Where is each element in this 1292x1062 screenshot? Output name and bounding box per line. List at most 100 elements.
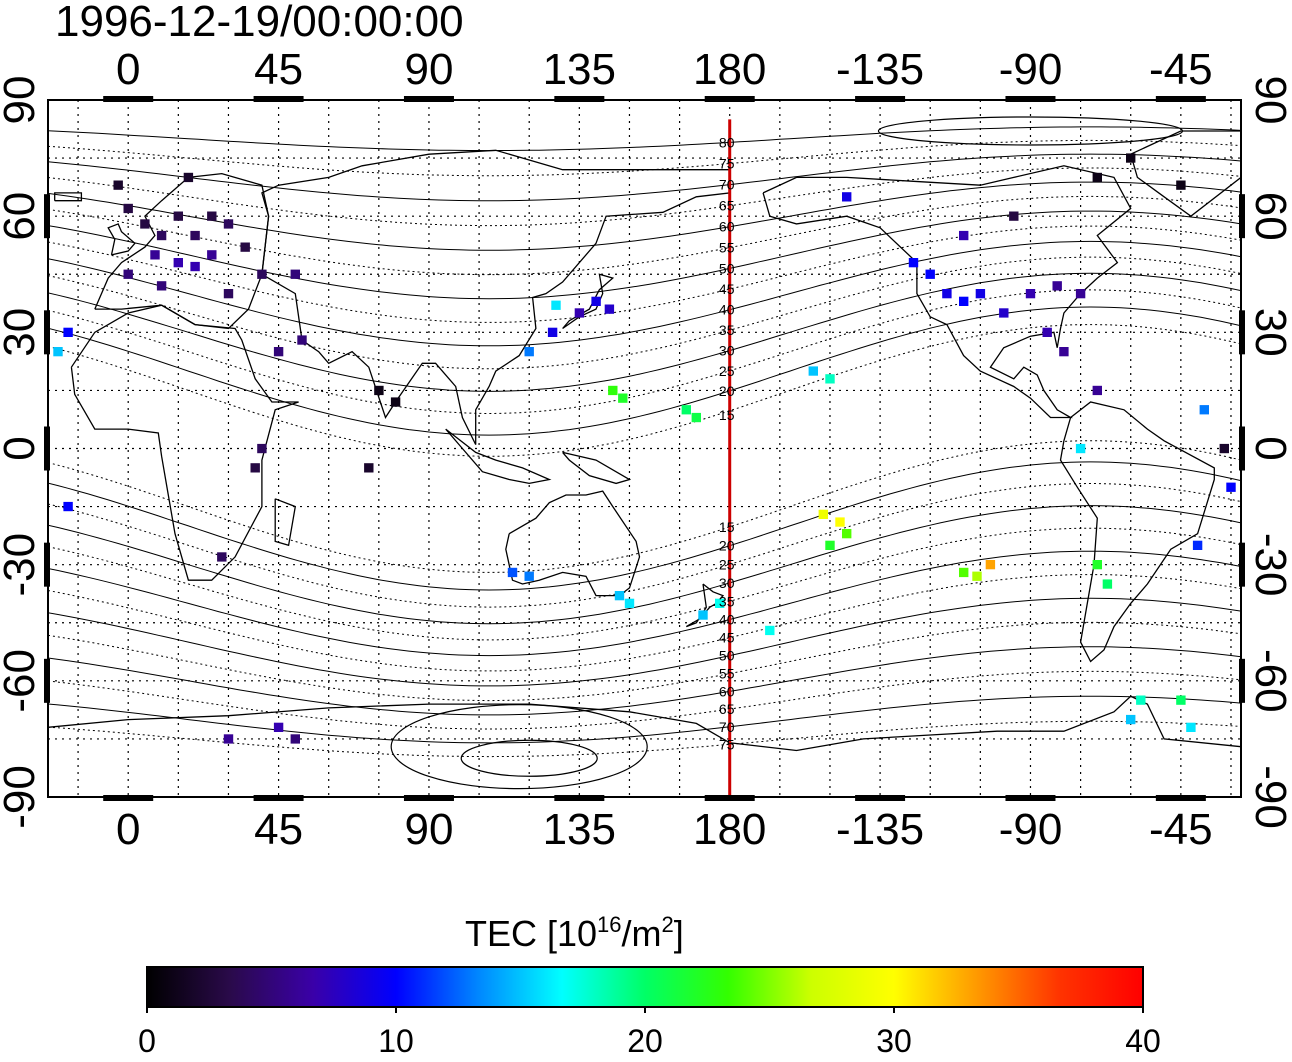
mlat-label: 45 xyxy=(719,281,735,297)
south-pole-contour xyxy=(460,739,598,777)
mlat-contour xyxy=(48,324,1241,457)
tec-cell xyxy=(273,722,284,732)
tec-cell xyxy=(618,393,628,403)
mlat-label: 55 xyxy=(719,666,735,682)
coastline xyxy=(54,192,83,202)
tec-cell xyxy=(715,598,725,608)
frame-tick xyxy=(1005,795,1056,801)
colorbar-tick-label: 10 xyxy=(378,1023,414,1057)
right-lat-label: 60 xyxy=(1246,192,1292,241)
tec-cell xyxy=(1059,347,1069,357)
left-lat-label: 60 xyxy=(0,192,44,241)
frame-tick xyxy=(1239,310,1245,355)
magnetic-latitude-contours xyxy=(48,116,1241,790)
tec-cell xyxy=(1226,482,1236,492)
colorbar xyxy=(146,966,1144,1008)
tec-cell xyxy=(173,211,183,221)
coastline xyxy=(1130,130,1241,218)
frame-tick xyxy=(403,96,454,102)
tec-cell xyxy=(574,308,585,318)
mlat-contour xyxy=(48,695,1241,744)
coastlines xyxy=(48,130,1241,752)
tec-cell xyxy=(53,347,63,357)
mlat-contour xyxy=(48,527,1241,641)
mlat-contour xyxy=(48,153,1241,202)
tec-cell xyxy=(364,463,374,473)
tec-cell xyxy=(808,366,818,376)
mlat-label: 50 xyxy=(719,648,735,664)
frame-tick xyxy=(855,795,906,801)
tec-cell xyxy=(835,517,845,527)
tec-cell xyxy=(551,300,561,310)
mlat-label: 60 xyxy=(719,219,735,235)
tec-cell xyxy=(825,374,835,384)
mlat-contour xyxy=(48,646,1241,716)
tec-cell xyxy=(1199,405,1209,415)
map-title: 1996-12-19/00:00:00 xyxy=(55,0,464,46)
tec-cell xyxy=(1075,289,1086,299)
frame-tick xyxy=(1155,96,1206,102)
frame-tick-marks xyxy=(44,96,1245,801)
mlat-label: 35 xyxy=(719,593,735,609)
coastline xyxy=(562,451,632,485)
mlat-contour xyxy=(48,210,1241,300)
mlat-contour xyxy=(48,240,1241,347)
frame-tick xyxy=(253,795,304,801)
mlat-label: 15 xyxy=(719,407,735,423)
tec-cell xyxy=(1192,540,1203,550)
mlat-contour xyxy=(48,621,1241,702)
mlat-contour xyxy=(48,126,1241,152)
tec-cell xyxy=(1102,579,1113,589)
colorbar-tick-labels: 0 10 20 30 40 xyxy=(138,1007,1161,1059)
tec-cell xyxy=(190,230,200,241)
coastline xyxy=(107,223,136,256)
mlat-contour xyxy=(48,720,1241,758)
frame-tick xyxy=(103,96,154,102)
mlat-contour xyxy=(48,482,1241,608)
left-lat-label: -60 xyxy=(0,649,44,713)
mlat-label: 25 xyxy=(719,363,735,379)
mlat-contour xyxy=(48,597,1241,687)
top-longitude-labels: 0 45 90 135 180 -135 -90 -45 xyxy=(116,45,1213,94)
tec-cell xyxy=(591,296,601,306)
mlat-contour xyxy=(48,256,1241,370)
mlat-label: 70 xyxy=(719,177,735,193)
right-latitude-labels: 90 60 30 0 -30 -60 -90 xyxy=(1246,76,1292,829)
right-lat-label: 0 xyxy=(1246,436,1292,460)
tec-cell xyxy=(925,269,935,279)
top-lon-label: 180 xyxy=(693,45,766,94)
colorbar-title: TEC [1016/m2] xyxy=(465,912,684,954)
coastline xyxy=(505,490,641,597)
colorbar-tick-label: 30 xyxy=(876,1023,912,1057)
tec-cell xyxy=(140,219,150,229)
tec-cell xyxy=(999,308,1009,318)
mlat-label: 50 xyxy=(719,260,735,276)
frame-tick xyxy=(103,795,154,801)
tec-cell xyxy=(1092,560,1102,570)
tec-cell xyxy=(290,269,300,279)
tec-cell xyxy=(150,250,160,260)
bottom-lon-label: 135 xyxy=(543,805,616,854)
left-lat-label: -30 xyxy=(0,533,44,597)
tec-cell xyxy=(691,412,701,423)
tec-cell xyxy=(908,258,919,268)
mlat-label: 70 xyxy=(719,719,735,735)
colorbar-title-sup2: 2 xyxy=(662,912,674,937)
frame-tick xyxy=(1239,426,1245,471)
tec-cell xyxy=(959,567,969,578)
tec-cell xyxy=(1042,327,1052,337)
bottom-lon-label: 90 xyxy=(405,805,454,854)
mlat-label: 65 xyxy=(719,701,735,717)
tec-cell xyxy=(217,552,227,562)
tec-cell xyxy=(604,304,615,314)
tec-cell xyxy=(63,327,73,337)
mlat-contour xyxy=(48,574,1241,672)
mlat-label: 30 xyxy=(719,343,735,359)
tec-cell xyxy=(1136,695,1146,705)
tec-cell xyxy=(959,230,969,241)
tec-cell xyxy=(614,591,625,601)
mlat-contour xyxy=(48,167,1241,227)
top-lon-label: 135 xyxy=(543,45,616,94)
tec-cell xyxy=(1219,443,1229,454)
